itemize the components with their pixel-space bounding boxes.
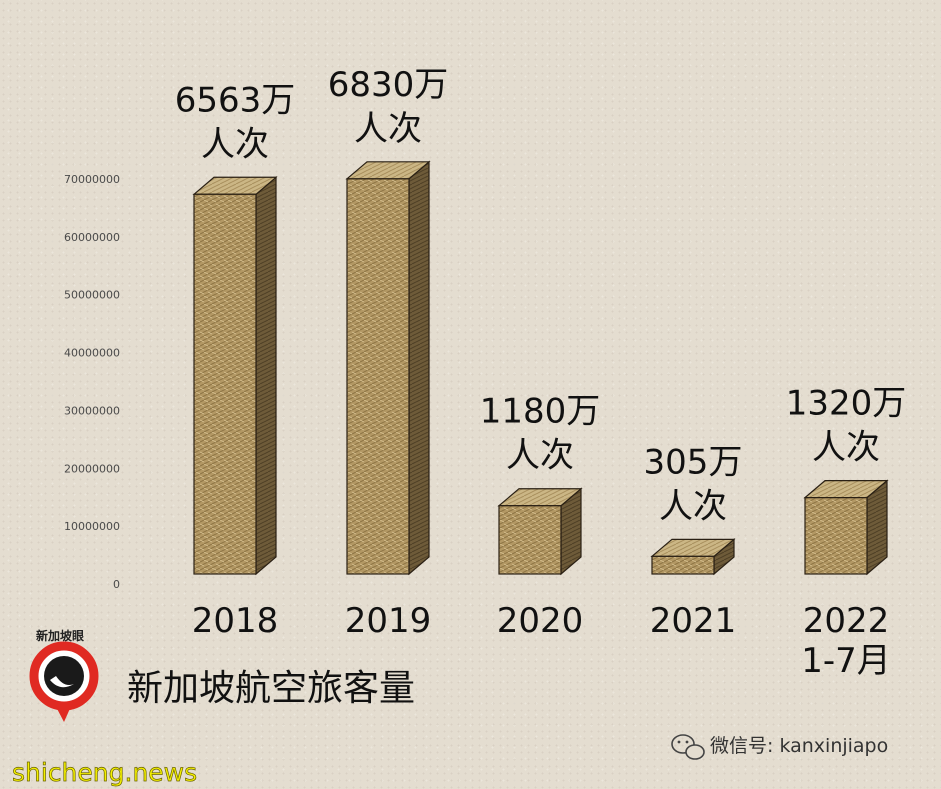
chart-title: 新加坡航空旅客量 (127, 668, 415, 709)
bar (345, 160, 431, 576)
bar (650, 538, 736, 576)
x-tick-label: 2021 (650, 601, 737, 641)
x-tick-label: 2022 (803, 601, 890, 641)
data-label: 人次 (354, 109, 422, 149)
x-tick-label: 2019 (345, 601, 432, 641)
brand-logo: 新加坡眼 (29, 628, 99, 722)
x-tick-label: 1-7月 (801, 641, 891, 681)
bar (192, 175, 278, 576)
bar-front-face (346, 178, 410, 575)
bar-front-face (804, 497, 868, 575)
data-label: 305万 (644, 442, 743, 482)
y-tick-label: 10000000 (64, 520, 120, 533)
wechat-credit: 微信号: kanxinjiapo (671, 734, 888, 760)
wechat-id: 微信号: kanxinjiapo (710, 735, 888, 757)
bar-front-face (498, 505, 562, 575)
y-tick-label: 50000000 (64, 289, 120, 302)
logo-eye-icon (44, 656, 84, 696)
data-label: 人次 (812, 428, 880, 468)
y-tick-label: 0 (113, 578, 120, 591)
y-axis: 0 10000000 20000000 30000000 40000000 5000000… (64, 173, 120, 591)
data-label: 6830万 (328, 65, 449, 105)
bar-side-face (255, 175, 277, 576)
bar-side-face (408, 160, 430, 576)
logo-pin-tip (54, 703, 72, 722)
data-label: 1320万 (786, 384, 907, 424)
bars (192, 160, 889, 576)
y-tick-label: 40000000 (64, 347, 120, 360)
x-tick-label: 2018 (192, 601, 279, 641)
logo-text: 新加坡眼 (36, 628, 84, 643)
bar-front-face (651, 555, 715, 575)
data-label: 人次 (506, 436, 574, 476)
data-label: 人次 (201, 124, 269, 164)
x-tick-label: 2020 (497, 601, 584, 641)
y-tick-label: 30000000 (64, 404, 120, 417)
bar (497, 487, 583, 576)
bar-front-face (193, 193, 257, 575)
wechat-icon (671, 734, 705, 760)
y-tick-label: 20000000 (64, 462, 120, 475)
site-watermark: shicheng.news (12, 758, 197, 787)
data-label: 人次 (659, 486, 727, 526)
logo-eye-highlight (50, 676, 74, 688)
data-label: 1180万 (480, 392, 601, 432)
data-label: 6563万 (175, 80, 296, 120)
bar (803, 479, 889, 576)
y-tick-label: 70000000 (64, 173, 120, 186)
y-tick-label: 60000000 (64, 231, 120, 244)
